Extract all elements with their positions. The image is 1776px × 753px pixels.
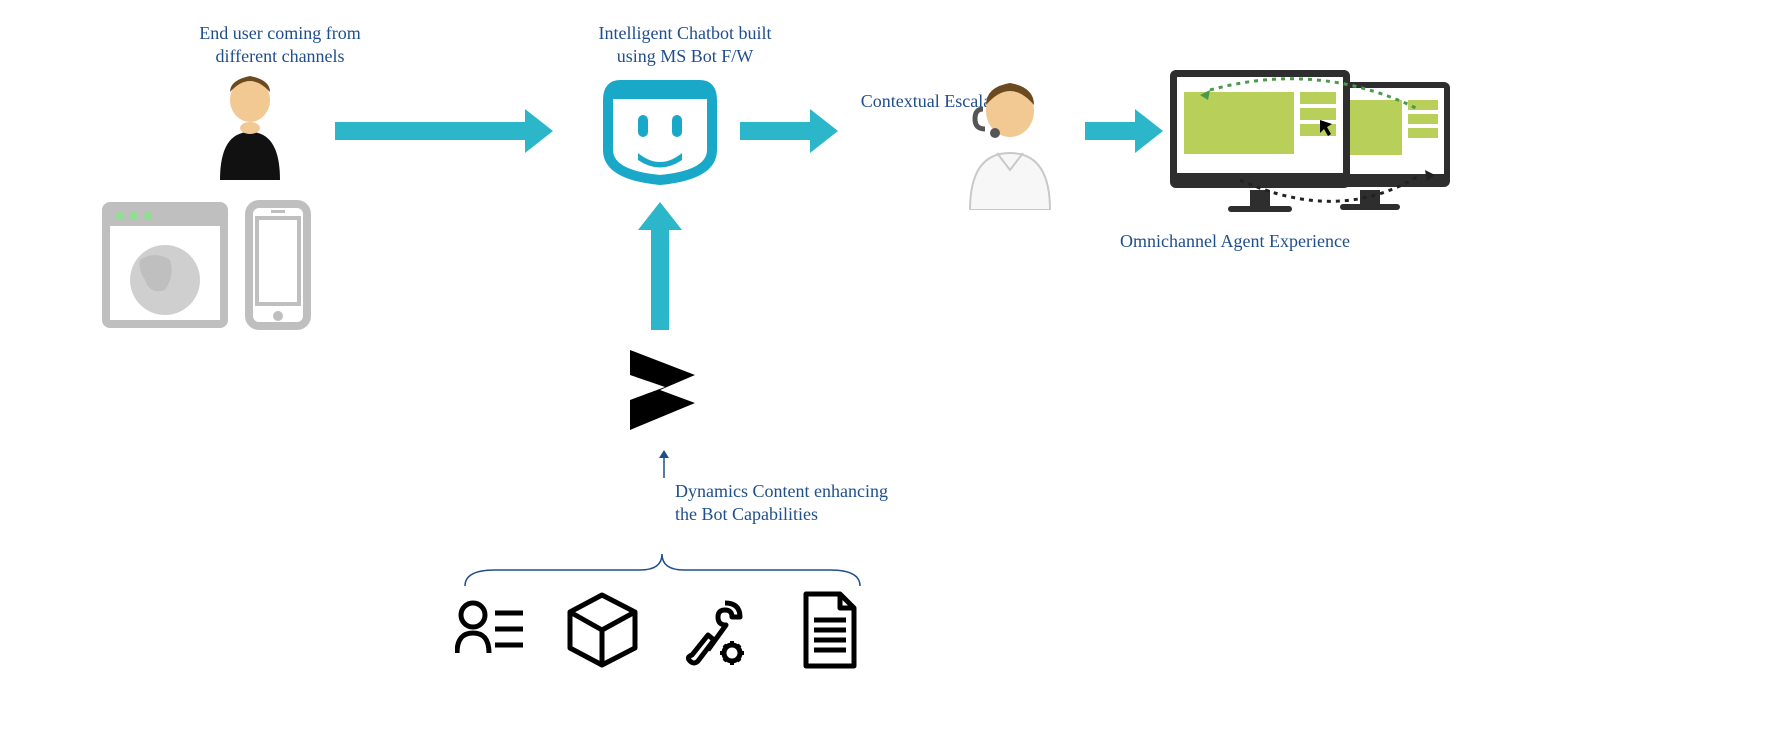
arrow-agent-to-omni — [1085, 122, 1135, 140]
chatbot-icon — [600, 75, 720, 190]
phone-icon — [243, 200, 313, 335]
arrow-dynamics-to-bot — [651, 230, 669, 330]
brace-icon — [460, 548, 865, 593]
arrow-user-to-bot — [335, 122, 525, 140]
dynamics-label: Dynamics Content enhancing the Bot Capab… — [675, 480, 955, 527]
chatbot-label: Intelligent Chatbot built using MS Bot F… — [555, 22, 815, 69]
thin-arrow-up — [658, 450, 670, 483]
contact-icon — [455, 595, 525, 670]
browser-icon — [100, 200, 230, 335]
product-box-icon — [565, 590, 640, 675]
monitors-icon — [1170, 70, 1480, 235]
arrow-bot-to-agent — [740, 122, 810, 140]
wrench-gear-icon — [680, 595, 750, 675]
document-icon — [800, 590, 860, 675]
end-user-label: End user coming from different channels — [150, 22, 410, 69]
end-user-person-icon — [205, 70, 295, 185]
dynamics-logo-icon — [615, 345, 710, 440]
support-agent-icon — [955, 75, 1065, 215]
